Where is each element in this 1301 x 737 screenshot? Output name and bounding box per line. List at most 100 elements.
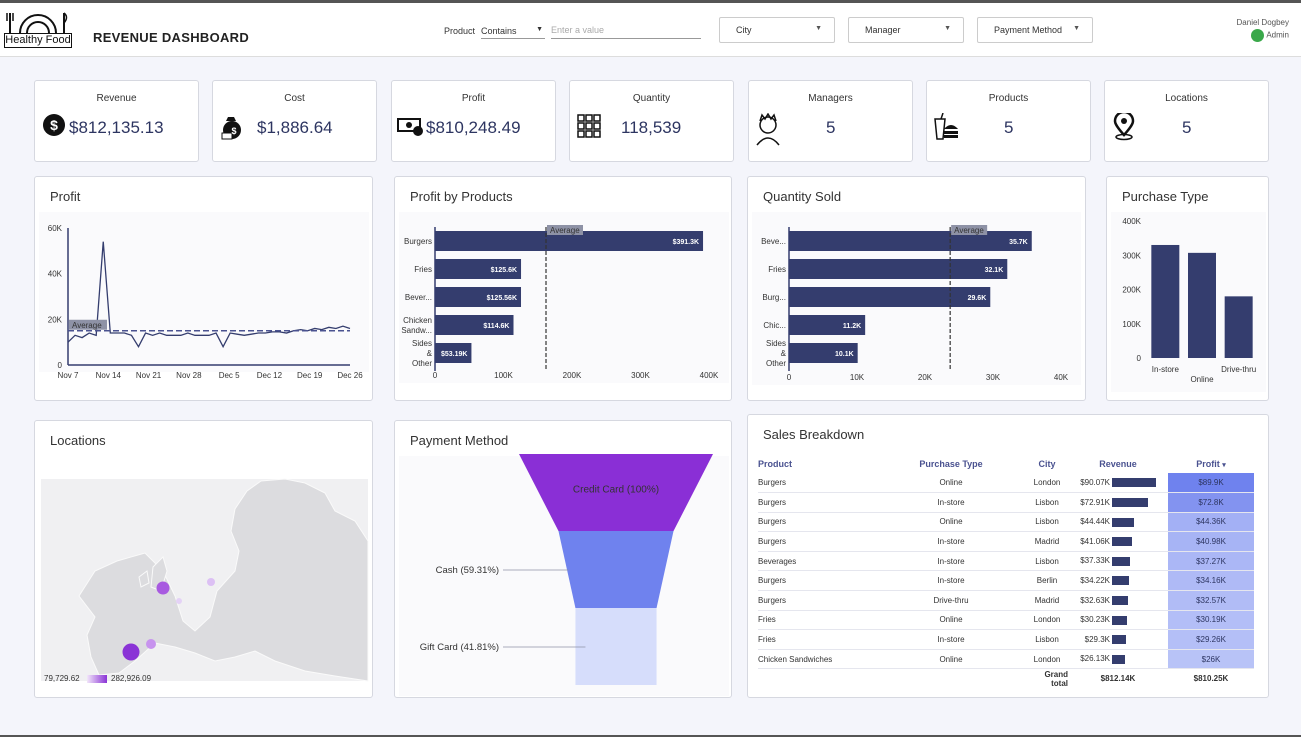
- card-title: Locations: [50, 433, 106, 448]
- cell-purchase-type: Drive-thru: [876, 590, 1026, 611]
- kpi-managers: Managers 5: [748, 80, 913, 162]
- manager-dropdown[interactable]: Manager ▼: [848, 17, 964, 43]
- kpi-value: 5: [1182, 118, 1192, 137]
- x-tick-label: 10K: [850, 373, 865, 382]
- col-header-product[interactable]: Product: [758, 459, 793, 469]
- user-name: Daniel Dogbey: [1236, 18, 1289, 27]
- bar-value-label: 32.1K: [985, 267, 1004, 274]
- map-bubble[interactable]: [146, 639, 156, 649]
- kpi-quantity: Quantity 118,539: [569, 80, 734, 162]
- kpi-revenue: Revenue $ $812,135.13: [34, 80, 199, 162]
- payment-method-dropdown[interactable]: Payment Method ▼: [977, 17, 1093, 43]
- header-bar: Healthy Food REVENUE DASHBOARD Product C…: [0, 3, 1301, 57]
- europe-map[interactable]: [35, 421, 374, 699]
- kpi-label: Profit: [461, 93, 486, 104]
- purchase-type-chart[interactable]: 400K 300K 200K 100K 0 In-store Online Drive-thr…: [1107, 177, 1270, 402]
- city-dropdown[interactable]: City ▼: [719, 17, 835, 43]
- page-title: REVENUE DASHBOARD: [93, 30, 250, 45]
- card-title: Sales Breakdown: [763, 427, 865, 442]
- table-row[interactable]: Burgers In-store Lisbon $72.91K $72.8K: [758, 492, 1254, 513]
- funnel-segment: [558, 531, 674, 608]
- cell-product: Fries: [758, 629, 876, 650]
- cell-profit: $72.8K: [1168, 492, 1254, 513]
- category-label: Other: [766, 359, 786, 368]
- quantity-sold-chart[interactable]: 35.7K Beve... 32.1K Fries 29.6K Burg... 11.2K C…: [748, 177, 1087, 402]
- y-tick-label: 100K: [1122, 320, 1141, 329]
- table-row[interactable]: Chicken Sandwiches Online London $26.13K $26…: [758, 649, 1254, 670]
- map-ireland: [138, 570, 150, 588]
- col-header-revenue[interactable]: Revenue: [1099, 459, 1137, 469]
- kpi-profit: Profit $810,248.49: [391, 80, 556, 162]
- table-row[interactable]: Burgers Online London $90.07K $89.9K: [758, 473, 1254, 494]
- bar-value-label: $125.6K: [491, 267, 517, 274]
- cell-revenue: $72.91K: [1068, 492, 1168, 513]
- x-tick-label: Dec 12: [257, 371, 283, 380]
- bar-value-label: $125.56K: [487, 295, 517, 302]
- table-row[interactable]: Fries In-store Lisbon $29.3K $29.26K: [758, 629, 1254, 650]
- table-row[interactable]: Beverages In-store Lisbon $37.33K $37.27K: [758, 551, 1254, 572]
- category-label: Burgers: [404, 237, 432, 246]
- category-label: Sandw...: [401, 326, 432, 335]
- bar-value-label: 10.1K: [835, 351, 854, 358]
- revenue-bar: [1112, 498, 1148, 508]
- table-row[interactable]: Burgers Online Lisbon $44.44K $44.36K: [758, 512, 1254, 533]
- table-row[interactable]: Fries Online London $30.23K $30.19K: [758, 610, 1254, 631]
- profit-series-line: [67, 241, 351, 349]
- revenue-bar: [1112, 556, 1131, 566]
- cell-revenue: $41.06K: [1068, 531, 1168, 552]
- col-header-city[interactable]: City: [1038, 459, 1056, 469]
- card-title: Profit by Products: [410, 189, 513, 204]
- money-bag-icon: $: [221, 117, 241, 140]
- card-title: Purchase Type: [1122, 189, 1209, 204]
- revenue-value: $44.44K: [1080, 517, 1110, 527]
- payment-method-dropdown-label: Payment Method: [994, 25, 1063, 35]
- logo-text: Healthy Food: [4, 33, 72, 48]
- category-label: Sides: [412, 339, 432, 348]
- average-tag: [951, 225, 988, 235]
- cell-revenue: $44.44K: [1068, 512, 1168, 533]
- revenue-bar: [1112, 654, 1125, 664]
- col-header-purchase-type[interactable]: Purchase Type: [919, 459, 983, 469]
- cell-revenue: $32.63K: [1068, 590, 1168, 611]
- user-role: Admin: [1266, 30, 1289, 40]
- profit-by-products-chart[interactable]: $391.3K Burgers $125.6K Fries $125.56K Bever.…: [395, 177, 733, 402]
- kpi-value: 118,539: [621, 118, 682, 137]
- cell-revenue: $37.33K: [1068, 551, 1168, 572]
- revenue-value: $41.06K: [1080, 536, 1110, 546]
- grand-total-row: Grand total $812.14K $810.25K: [758, 669, 1254, 689]
- kpi-label: Cost: [284, 93, 305, 104]
- cell-city: Lisbon: [1026, 512, 1068, 533]
- table-header-row: Product Purchase Type City Revenue Profi…: [758, 455, 1254, 473]
- kpi-value: 5: [1004, 118, 1014, 137]
- payment-method-funnel[interactable]: Credit Card (100%) Cash (59.31%) Gift Card…: [395, 421, 733, 699]
- table-row[interactable]: Burgers Drive-thru Madrid $32.63K $32.57K: [758, 590, 1254, 611]
- product-filter-input[interactable]: Enter a value: [551, 25, 701, 39]
- revenue-bar: [1112, 478, 1156, 488]
- col-header-profit-label: Profit: [1196, 459, 1220, 469]
- map-bubble[interactable]: [176, 598, 182, 604]
- kpi-cost: Cost $ $1,886.64: [212, 80, 377, 162]
- x-tick-label: Nov 7: [58, 371, 79, 380]
- card-title: Payment Method: [410, 433, 509, 448]
- kpi-label: Locations: [1165, 93, 1208, 104]
- cell-city: London: [1026, 610, 1068, 631]
- category-label: Chic...: [763, 321, 786, 330]
- x-tick-label: Dec 26: [337, 371, 363, 380]
- map-bubble[interactable]: [156, 581, 170, 595]
- product-filter-operator-value: Contains: [481, 26, 517, 36]
- revenue-value: $34.22K: [1080, 576, 1110, 586]
- map-bubble[interactable]: [207, 578, 215, 586]
- sales-breakdown-table: Product Purchase Type City Revenue Profi…: [758, 455, 1254, 689]
- map-bubble[interactable]: [122, 643, 140, 661]
- bar: [435, 231, 704, 251]
- cell-revenue: $90.07K: [1068, 473, 1168, 494]
- user-info[interactable]: Daniel Dogbey Admin: [1237, 17, 1289, 42]
- food-icon: [934, 113, 958, 140]
- table-row[interactable]: Burgers In-store Berlin $34.22K $34.16K: [758, 570, 1254, 592]
- kpi-label: Managers: [808, 93, 853, 104]
- table-row[interactable]: Burgers In-store Madrid $41.06K $40.98K: [758, 531, 1254, 552]
- cell-purchase-type: In-store: [876, 570, 1026, 592]
- col-header-profit[interactable]: Profit ▾: [1168, 455, 1254, 473]
- product-filter-operator[interactable]: Contains ▼: [481, 26, 545, 39]
